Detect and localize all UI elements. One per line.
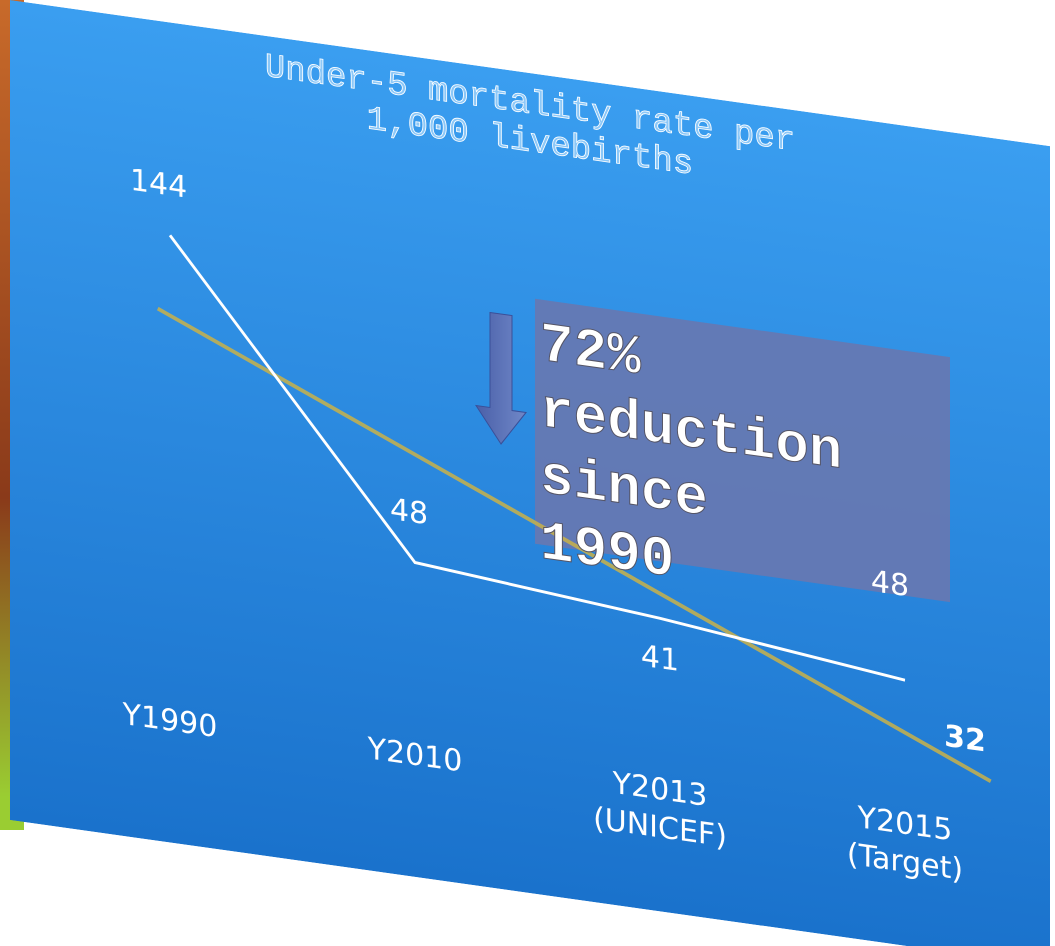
- chart: Under-5 mortality rate per 1,000 livebir…: [10, 0, 1050, 946]
- screen: Under-5 mortality rate per 1,000 livebir…: [0, 0, 1055, 946]
- data-label: 48: [390, 492, 428, 532]
- data-label: 32: [944, 719, 986, 760]
- annotation: 48: [871, 564, 909, 604]
- data-label: 41: [641, 639, 679, 679]
